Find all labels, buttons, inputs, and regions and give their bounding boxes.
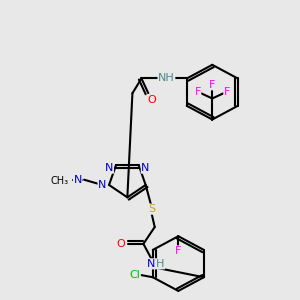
Text: N: N: [141, 163, 150, 173]
Text: O: O: [116, 239, 125, 249]
Text: F: F: [194, 87, 201, 97]
Text: H: H: [156, 259, 165, 269]
Text: N: N: [147, 259, 155, 269]
Text: S: S: [148, 204, 155, 214]
Text: O: O: [147, 94, 156, 104]
Text: F: F: [175, 246, 182, 256]
Text: CH₃: CH₃: [50, 176, 68, 186]
Text: N: N: [105, 163, 113, 173]
Text: F: F: [209, 80, 215, 90]
Text: F: F: [224, 87, 230, 97]
Text: Cl: Cl: [129, 270, 140, 280]
Text: N: N: [74, 175, 82, 185]
Text: N: N: [98, 180, 106, 190]
Text: NH: NH: [158, 74, 175, 83]
